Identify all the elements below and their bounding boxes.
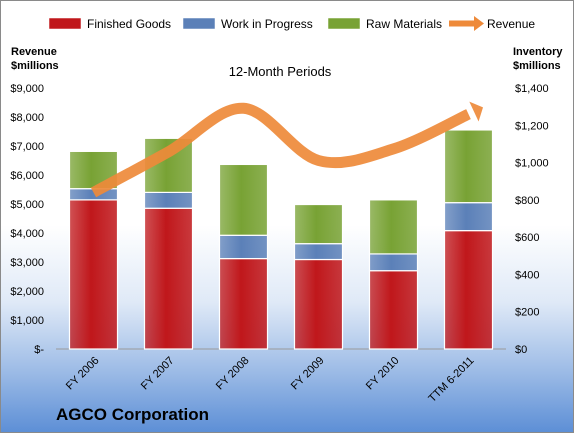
legend-swatch-revenue-arrow [474, 16, 484, 31]
right-tick-label: $600 [515, 232, 539, 244]
legend-swatch-work-in-progress [182, 17, 216, 30]
x-axis-labels: FY 2006 FY 2007 FY 2008 FY 2009 FY 2010 TTM 6… [64, 355, 477, 405]
left-tick-label: $6,000 [10, 170, 44, 182]
left-axis-ticks: $- $1,000 $2,000 $3,000 $4,000 $5,000 $6,000 $7… [10, 83, 44, 356]
right-tick-label: $200 [515, 307, 539, 319]
left-tick-label: $7,000 [10, 141, 44, 153]
x-tick-label: FY 2007 [139, 355, 177, 393]
legend-swatch-finished-goods [48, 17, 82, 30]
right-axis-title: Inventory $millions [513, 45, 563, 73]
bar-finished-goods [218, 257, 269, 350]
legend-label: Revenue [487, 17, 535, 31]
x-tick-label: FY 2008 [214, 355, 252, 393]
left-axis-title-line1: Revenue [11, 46, 57, 58]
left-tick-label: $9,000 [10, 83, 44, 95]
bar-series [68, 129, 494, 350]
left-tick-label: $3,000 [10, 257, 44, 269]
left-tick-label: $- [34, 344, 44, 356]
bar-work-in-progress [293, 243, 344, 261]
left-tick-label: $5,000 [10, 199, 44, 211]
bar-work-in-progress [368, 253, 419, 272]
legend-label: Raw Materials [366, 17, 442, 31]
x-tick-label: FY 2009 [289, 355, 327, 393]
bar-raw-materials [293, 203, 344, 245]
bar-raw-materials [443, 129, 494, 204]
chart-title: 12-Month Periods [229, 64, 332, 79]
bar-work-in-progress [218, 234, 269, 260]
legend: Finished Goods Work in Progress Raw Materi… [48, 16, 535, 31]
left-tick-label: $8,000 [10, 112, 44, 124]
right-axis-title-line2: $millions [513, 60, 561, 72]
bar-finished-goods [68, 199, 119, 350]
bar-finished-goods [143, 207, 194, 350]
bar-raw-materials [368, 199, 419, 255]
legend-swatch-raw-materials [327, 17, 361, 30]
company-name: AGCO Corporation [56, 405, 209, 424]
right-tick-label: $1,400 [515, 83, 549, 95]
right-tick-label: $800 [515, 195, 539, 207]
right-tick-label: $400 [515, 269, 539, 281]
revenue-arrowhead [469, 101, 484, 122]
bar-finished-goods [443, 230, 494, 350]
right-tick-label: $1,200 [515, 120, 549, 132]
left-axis-title-line2: $millions [11, 60, 59, 72]
right-tick-label: $1,000 [515, 158, 549, 170]
bar-work-in-progress [443, 202, 494, 232]
x-tick-label: FY 2010 [364, 355, 402, 393]
x-tick-label: FY 2006 [64, 355, 102, 393]
left-axis-title: Revenue $millions [11, 45, 59, 73]
left-tick-label: $1,000 [10, 315, 44, 327]
bar-finished-goods [293, 258, 344, 350]
legend-label: Work in Progress [221, 17, 313, 31]
right-axis-ticks: $0 $200 $400 $600 $800 $1,000 $1,200 $1,400 [515, 83, 549, 356]
left-tick-label: $2,000 [10, 286, 44, 298]
bar-work-in-progress [143, 191, 194, 209]
bar-finished-goods [368, 270, 419, 350]
bar-raw-materials [218, 163, 269, 236]
right-axis-title-line1: Inventory [513, 46, 563, 58]
x-tick-label: TTM 6-2011 [426, 355, 476, 405]
left-tick-label: $4,000 [10, 228, 44, 240]
revenue-line [90, 102, 471, 198]
right-tick-label: $0 [515, 344, 527, 356]
legend-label: Finished Goods [87, 17, 171, 31]
